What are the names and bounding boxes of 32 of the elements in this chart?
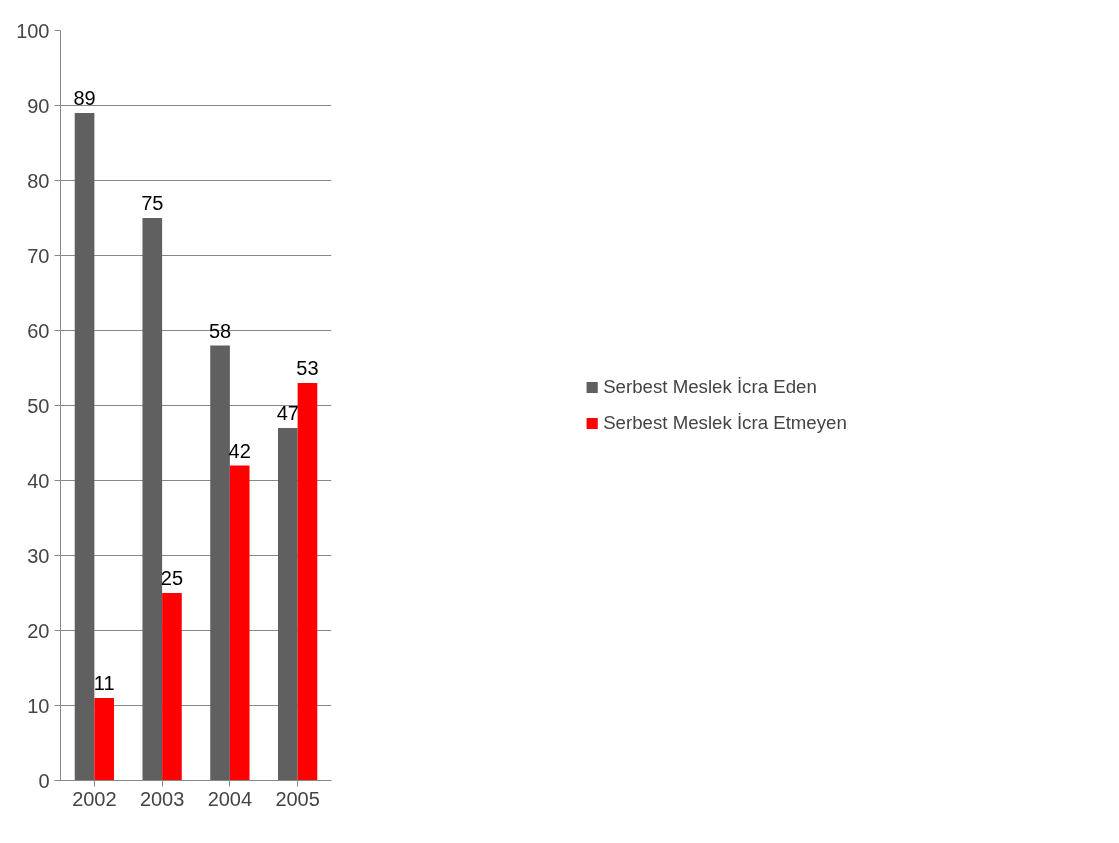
bar bbox=[297, 383, 318, 781]
x-tick-label: 2002 bbox=[72, 787, 117, 810]
y-tick-label: 30 bbox=[27, 544, 50, 567]
y-tick-label: 90 bbox=[27, 94, 50, 117]
x-tick-label: 2005 bbox=[275, 787, 320, 810]
bar bbox=[229, 465, 250, 781]
legend-label: Serbest Meslek İcra Eden bbox=[603, 376, 817, 398]
y-tick-label: 50 bbox=[27, 394, 50, 417]
data-label: 53 bbox=[296, 357, 319, 379]
bar bbox=[210, 345, 230, 781]
data-label: 75 bbox=[141, 192, 164, 214]
data-label: 58 bbox=[208, 319, 232, 342]
y-tick-label: 80 bbox=[27, 169, 50, 192]
y-tick-label: 60 bbox=[27, 319, 50, 342]
data-label: 89 bbox=[73, 87, 96, 109]
bar bbox=[74, 113, 95, 781]
bar bbox=[94, 698, 115, 781]
bar bbox=[142, 218, 163, 781]
y-tick-label: 0 bbox=[38, 769, 50, 792]
x-tick-label: 2004 bbox=[207, 787, 253, 810]
legend-label: Serbest Meslek İcra Etmeyen bbox=[603, 412, 847, 434]
bar bbox=[277, 428, 298, 781]
data-label: 47 bbox=[276, 402, 299, 424]
x-tick-label: 2003 bbox=[139, 787, 185, 810]
bar bbox=[162, 593, 182, 781]
data-label: 42 bbox=[228, 439, 251, 462]
data-label: 11 bbox=[93, 672, 115, 694]
y-tick-label: 10 bbox=[27, 694, 50, 717]
y-tick-label: 40 bbox=[27, 469, 50, 492]
y-tick-label: 20 bbox=[27, 619, 50, 642]
y-tick-label: 100 bbox=[16, 19, 50, 42]
y-tick-label: 70 bbox=[27, 244, 50, 267]
